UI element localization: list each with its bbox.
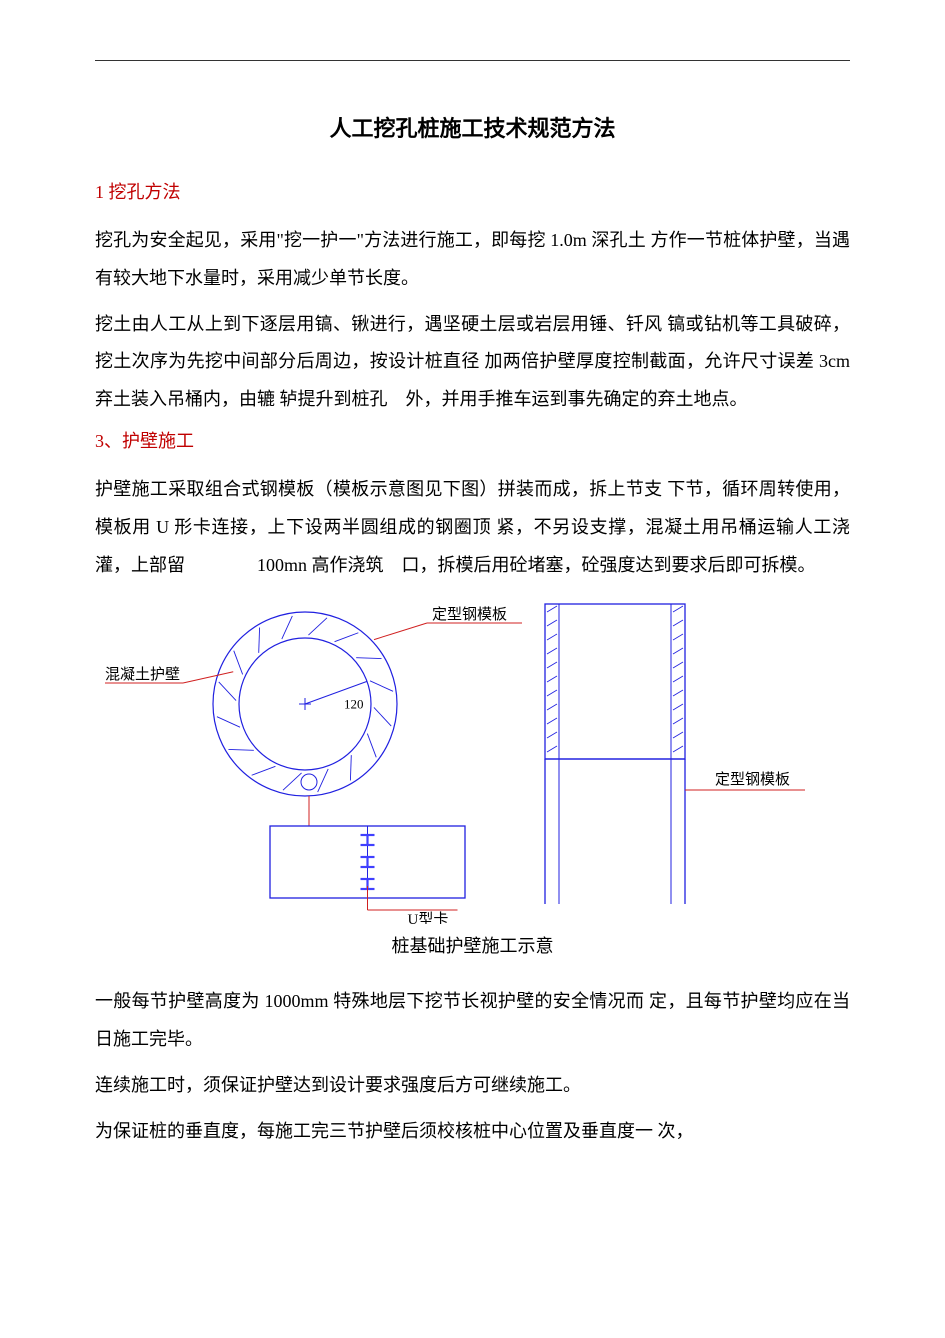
tail-para-2: 连续施工时，须保证护壁达到设计要求强度后方可继续施工。 xyxy=(95,1067,850,1105)
svg-text:U型卡: U型卡 xyxy=(408,911,449,924)
diagram-svg: 120定型钢模板混凝土护壁U型卡定型钢模板 xyxy=(95,594,855,924)
section-1-para-1: 挖孔为安全起见，采用"挖一护一"方法进行施工，即每挖 1.0m 深孔土 方作一节… xyxy=(95,222,850,298)
svg-text:混凝土护壁: 混凝土护壁 xyxy=(105,666,180,683)
tail-para-3: 为保证桩的垂直度，每施工完三节护壁后须校核桩中心位置及垂直度一 次， xyxy=(95,1113,850,1151)
diagram-container: 120定型钢模板混凝土护壁U型卡定型钢模板 xyxy=(95,594,850,924)
top-rule xyxy=(95,60,850,61)
section-1-para-2: 挖土由人工从上到下逐层用镐、锹进行，遇坚硬土层或岩层用锤、钎风 镐或钻机等工具破… xyxy=(95,306,850,419)
section-3-heading: 3、护壁施工 xyxy=(95,427,850,453)
tail-para-1: 一般每节护壁高度为 1000mm 特殊地层下挖节长视护壁的安全情况而 定，且每节… xyxy=(95,983,850,1059)
svg-text:定型钢模板: 定型钢模板 xyxy=(715,770,790,788)
svg-text:120: 120 xyxy=(344,697,364,712)
svg-text:定型钢模板: 定型钢模板 xyxy=(432,605,507,623)
section-1-heading: 1 挖孔方法 xyxy=(95,178,850,204)
page-title: 人工挖孔桩施工技术规范方法 xyxy=(95,111,850,143)
section-3-para-1: 护壁施工采取组合式钢模板（模板示意图见下图）拼装而成，拆上节支 下节，循环周转使… xyxy=(95,471,850,584)
diagram-caption: 桩基础护壁施工示意 xyxy=(95,932,850,958)
